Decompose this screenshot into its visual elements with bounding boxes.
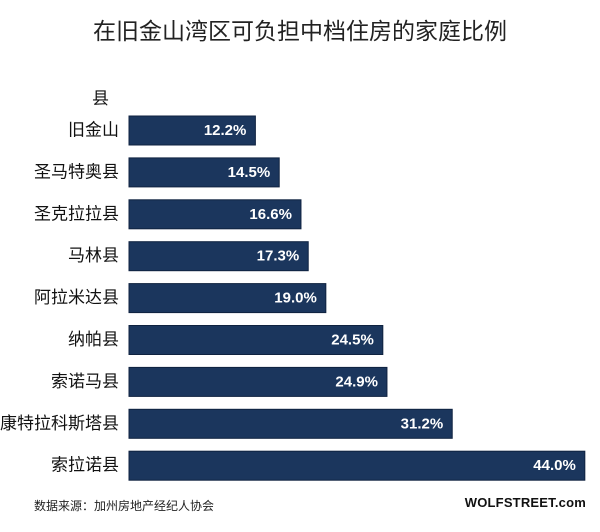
bar: [128, 408, 453, 439]
data-label: 19.0%: [274, 290, 317, 307]
category-label: 阿拉米达县: [34, 288, 119, 308]
data-label: 44.0%: [533, 457, 576, 474]
source-note: 数据来源：加州房地产经纪人协会: [34, 499, 215, 513]
bar: [128, 199, 302, 230]
bar: [128, 366, 388, 397]
data-label: 16.6%: [249, 206, 292, 223]
bar: [128, 241, 309, 272]
data-label: 14.5%: [228, 164, 271, 181]
category-label: 旧金山: [68, 121, 119, 141]
data-label: 24.5%: [331, 332, 374, 349]
category-label: 索诺马县: [51, 372, 119, 392]
brand-logo: WOLFSTREET.com: [464, 495, 586, 510]
bar: [128, 115, 256, 146]
data-label: 17.3%: [257, 248, 300, 265]
category-label: 圣马特奥县: [34, 162, 119, 182]
data-label: 24.9%: [335, 373, 378, 390]
bar: [128, 283, 327, 314]
bar: [128, 157, 280, 188]
category-label: 康特拉科斯塔县: [0, 414, 119, 434]
category-label: 马林县: [68, 246, 119, 266]
data-label: 12.2%: [204, 122, 247, 139]
category-label: 圣克拉拉县: [34, 204, 119, 224]
chart-title: 在旧金山湾区可负担中档住房的家庭比例: [93, 19, 507, 45]
axis-header: 县: [92, 89, 109, 109]
data-label: 31.2%: [401, 415, 444, 432]
bar: [128, 325, 384, 355]
bar: [128, 450, 586, 481]
category-label: 索拉诺县: [51, 456, 119, 476]
category-label: 纳帕县: [68, 330, 119, 350]
